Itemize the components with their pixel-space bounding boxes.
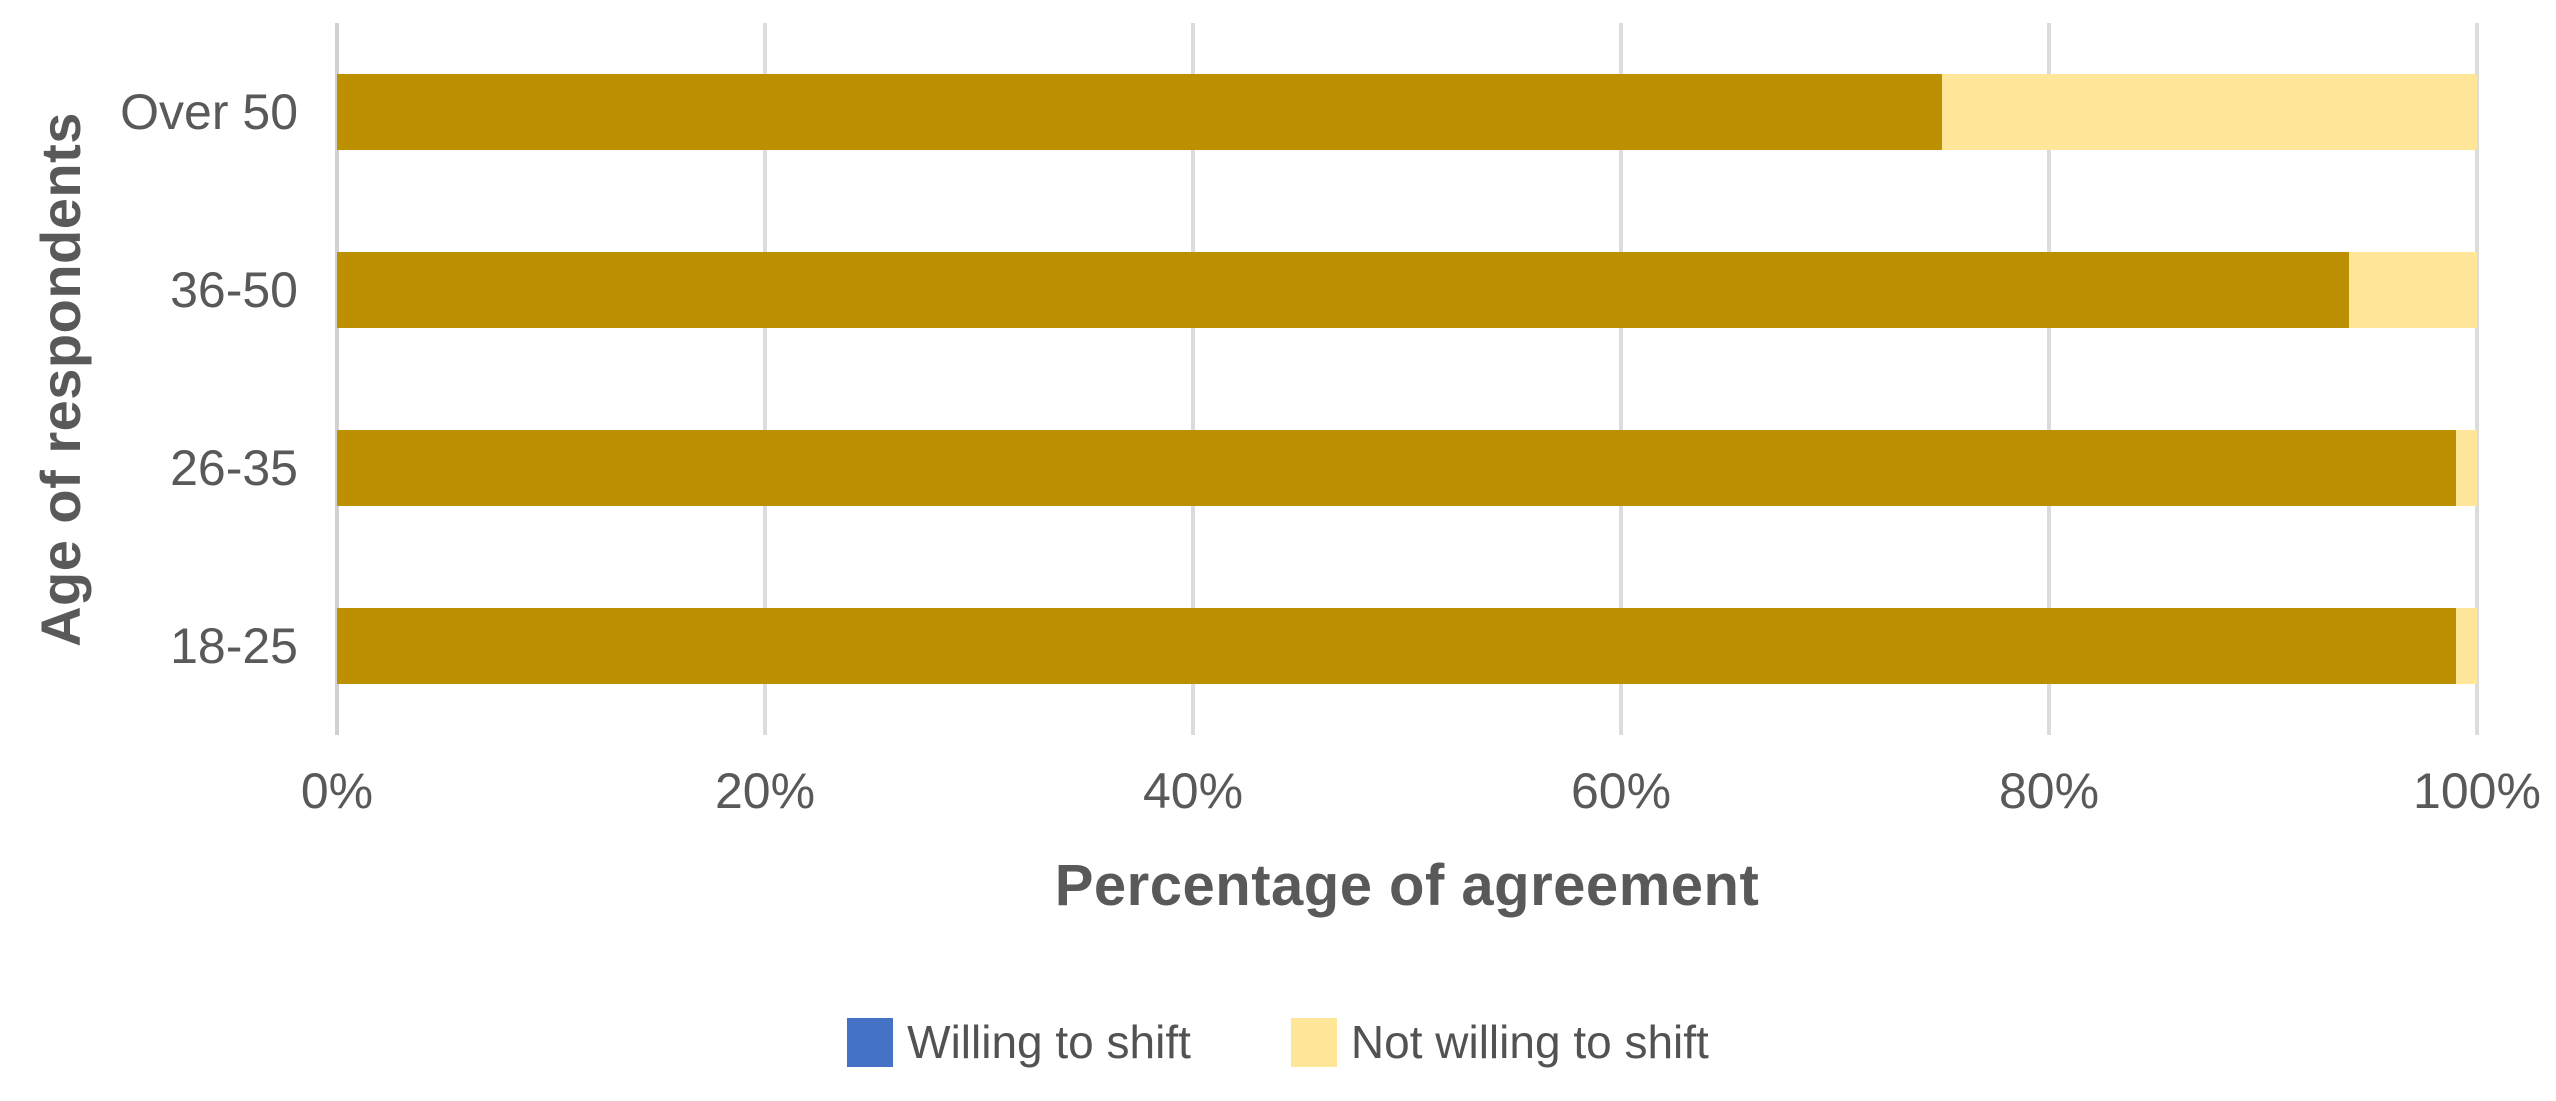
category-labels: Over 50 36-50 26-35 18-25	[0, 23, 312, 735]
legend-item-willing-to-shift: Willing to shift	[847, 1015, 1191, 1069]
gridline-100%	[2475, 23, 2479, 735]
stacked-bar-over-50	[337, 74, 2477, 150]
category-label: 18-25	[170, 618, 298, 674]
bar-segment-willing-to-shift	[337, 430, 2456, 506]
category-label: Over 50	[120, 84, 298, 140]
legend-swatch-not-willing-to-shift	[1290, 1017, 1337, 1067]
gridline-0%	[335, 23, 339, 735]
bar-segment-willing-to-shift	[337, 252, 2349, 328]
bar-segment-not-willing-to-shift	[2455, 608, 2477, 684]
gridline-20%	[763, 23, 767, 735]
bar-segment-willing-to-shift	[337, 608, 2456, 684]
gridlines	[335, 23, 2479, 735]
category-label: 26-35	[170, 440, 298, 496]
bar-row-26-35	[337, 379, 2477, 557]
x-axis-title: Percentage of agreement	[1054, 853, 1760, 918]
x-tick-label: 80%	[1998, 763, 2100, 819]
bar-segment-not-willing-to-shift	[2348, 252, 2477, 328]
gridline-60%	[1619, 23, 1623, 735]
category-label: 36-50	[170, 262, 298, 318]
x-tick-label: 20%	[714, 763, 816, 819]
gridline-80%	[2047, 23, 2051, 735]
bar-row-36-50	[337, 201, 2477, 379]
x-tick-label: 0%	[300, 763, 374, 819]
legend-item-not-willing-to-shift: Not willing to shift	[1290, 1015, 1709, 1069]
plot-area	[335, 23, 2479, 735]
bar-segment-willing-to-shift	[337, 74, 1942, 150]
bar-rows	[337, 23, 2477, 735]
x-tick-label: 100%	[2413, 763, 2541, 819]
bar-segment-not-willing-to-shift	[1942, 74, 2477, 150]
x-tick-label: 60%	[1570, 763, 1672, 819]
gridline-40%	[1191, 23, 1195, 735]
bar-row-over-50	[337, 23, 2477, 201]
x-axis-ticks: 0% 20% 40% 60% 80% 100%	[301, 762, 2541, 822]
legend: Willing to shift Not willing to shift	[0, 1000, 2556, 1084]
stacked-bar-26-35	[337, 430, 2477, 506]
stacked-bar-18-25	[337, 608, 2477, 684]
legend-label-not-willing-to-shift: Not willing to shift	[1350, 1016, 1709, 1068]
legend-label-willing-to-shift: Willing to shift	[907, 1016, 1191, 1068]
legend-swatch-willing-to-shift	[847, 1017, 894, 1067]
stacked-bar-36-50	[337, 252, 2477, 328]
bar-segment-not-willing-to-shift	[2455, 430, 2477, 506]
x-tick-label: 40%	[1142, 763, 1244, 819]
bar-row-18-25	[337, 557, 2477, 735]
